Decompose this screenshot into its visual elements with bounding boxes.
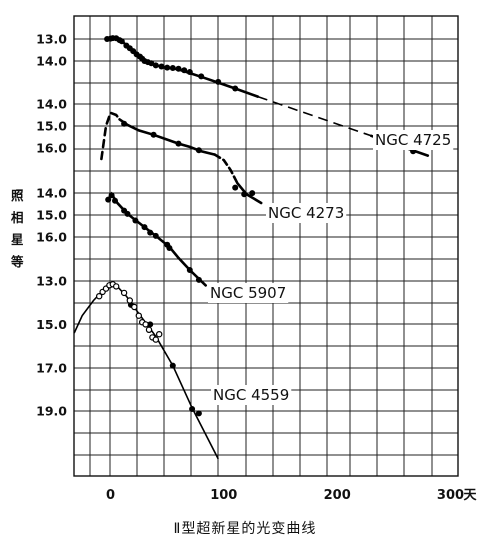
- ngc4559-ytick-1: 15.0: [36, 317, 67, 332]
- ngc4725-series-label-bg: [373, 130, 454, 150]
- data-points: [95, 35, 417, 417]
- grid: [73, 15, 459, 477]
- ngc4559-ytick-2: 17.0: [36, 360, 67, 375]
- ngc5907-point-filled-6: [141, 224, 148, 231]
- ngc5907-point-filled-11: [186, 267, 193, 273]
- ngc4559-point-open-0: [95, 293, 103, 300]
- x-unit-label: 天: [463, 488, 477, 503]
- xtick-2: 200: [324, 488, 351, 503]
- xtick-3: 300: [437, 488, 464, 503]
- plot-frame: [73, 15, 459, 477]
- ngc4559-ytick-0: 13.0: [36, 274, 67, 289]
- ngc5907-ytick-1: 15.0: [36, 208, 67, 223]
- ngc5907-point-filled-12: [195, 276, 202, 283]
- xtick-0: 0: [106, 488, 115, 503]
- ngc4273-point-filled-0: [121, 120, 128, 127]
- ngc4273-series-label-bg: [266, 203, 347, 223]
- ngc5907-point-filled-8: [152, 232, 159, 239]
- ngc4559-series-label-bg: [211, 385, 292, 405]
- ngc4559-point-open-7: [126, 297, 134, 304]
- ngc4725-point-filled-22: [198, 73, 205, 80]
- ngc4725-point-filled-19: [175, 65, 182, 72]
- ngc4725-ytick-1: 14.0: [36, 54, 67, 69]
- ngc5907-point-filled-7: [147, 229, 154, 236]
- ngc4559-point-open-9: [135, 312, 142, 319]
- ngc4273-ytick-1: 15.0: [36, 119, 67, 134]
- ngc4273-decline-dashed: [213, 153, 239, 185]
- ngc4559-point-open-5: [112, 283, 120, 290]
- ngc5907-point-filled-4: [124, 210, 131, 217]
- ngc5907-series-label: NGC 5907: [210, 284, 286, 302]
- ngc4273-point-filled-4: [232, 184, 239, 191]
- y-axis-title: 照 相 星 等: [10, 188, 24, 269]
- ngc5907-point-filled-0: [105, 196, 112, 203]
- ngc4725-ytick-0: 13.0: [36, 32, 67, 47]
- ngc4725-point-filled-20: [181, 67, 188, 74]
- ngc4273-ytick-0: 14.0: [36, 97, 67, 112]
- ngc4559-point-open-14: [152, 336, 159, 343]
- ngc4725-point-filled-24: [232, 85, 239, 92]
- ngc4559-point-open-8: [131, 303, 138, 311]
- ngc4725-point-filled-5: [118, 38, 125, 45]
- ngc5907-point-filled-2: [112, 197, 118, 204]
- ngc4273-point-filled-2: [175, 140, 182, 147]
- labels: 13.0 14.0 14.0 15.0 16.0 14.0 15.0 16.0 13.0 15.0…: [36, 32, 477, 504]
- ngc4725-series-label: NGC 4725: [375, 131, 451, 149]
- ngc4725-point-filled-16: [158, 63, 165, 70]
- ngc4559-point-open-15: [155, 331, 163, 338]
- figure-caption: Ⅱ型超新星的光变曲线: [174, 521, 317, 537]
- ngc4559-point-filled-1: [147, 321, 154, 328]
- y-axis-title-char-3: 星: [11, 232, 24, 247]
- ngc4725-point-filled-14: [148, 60, 155, 67]
- ngc4273-point-filled-1: [150, 131, 157, 138]
- y-axis-title-char-2: 相: [11, 210, 24, 225]
- ngc4725-extrapolation-dashed: [257, 95, 372, 137]
- ngc4559-point-filled-3: [189, 406, 196, 412]
- ngc4559-point-open-6: [120, 289, 128, 297]
- ngc4559-ytick-3: 19.0: [36, 404, 67, 419]
- ngc5907-series-label-bg: [208, 283, 289, 303]
- y-axis-title-char-1: 照: [11, 188, 24, 203]
- ngc5907-point-filled-5: [132, 217, 139, 224]
- ngc4725-point-filled-15: [152, 62, 159, 69]
- ngc5907-point-filled-10: [166, 245, 173, 251]
- ngc4273-peak-dashed: [100, 111, 121, 161]
- ngc4559-point-open-12: [145, 326, 153, 333]
- ngc5907-ytick-0: 14.0: [36, 186, 67, 201]
- ngc5907-ytick-2: 16.0: [36, 230, 67, 245]
- ngc4725-point-filled-23: [215, 78, 222, 85]
- ngc4559-series-label: NGC 4559: [213, 386, 289, 404]
- ngc4559-point-filled-4: [195, 410, 202, 417]
- y-axis-title-char-4: 等: [10, 254, 24, 269]
- ngc4559-point-open-11: [142, 321, 149, 328]
- ngc4273-series-label: NGC 4273: [268, 204, 344, 222]
- ngc4273-point-filled-6: [249, 190, 256, 197]
- xtick-1: 100: [210, 488, 237, 503]
- ngc4559-point-filled-2: [169, 362, 176, 369]
- ngc4725-point-filled-18: [169, 65, 176, 71]
- ngc4273-ytick-2: 16.0: [36, 141, 67, 156]
- ngc5907-point-filled-1: [108, 192, 115, 199]
- ngc4273-point-filled-3: [195, 147, 202, 154]
- ngc4273-point-filled-5: [241, 191, 248, 198]
- ngc4725-point-filled-17: [164, 64, 171, 71]
- ngc4725-point-filled-21: [186, 69, 193, 75]
